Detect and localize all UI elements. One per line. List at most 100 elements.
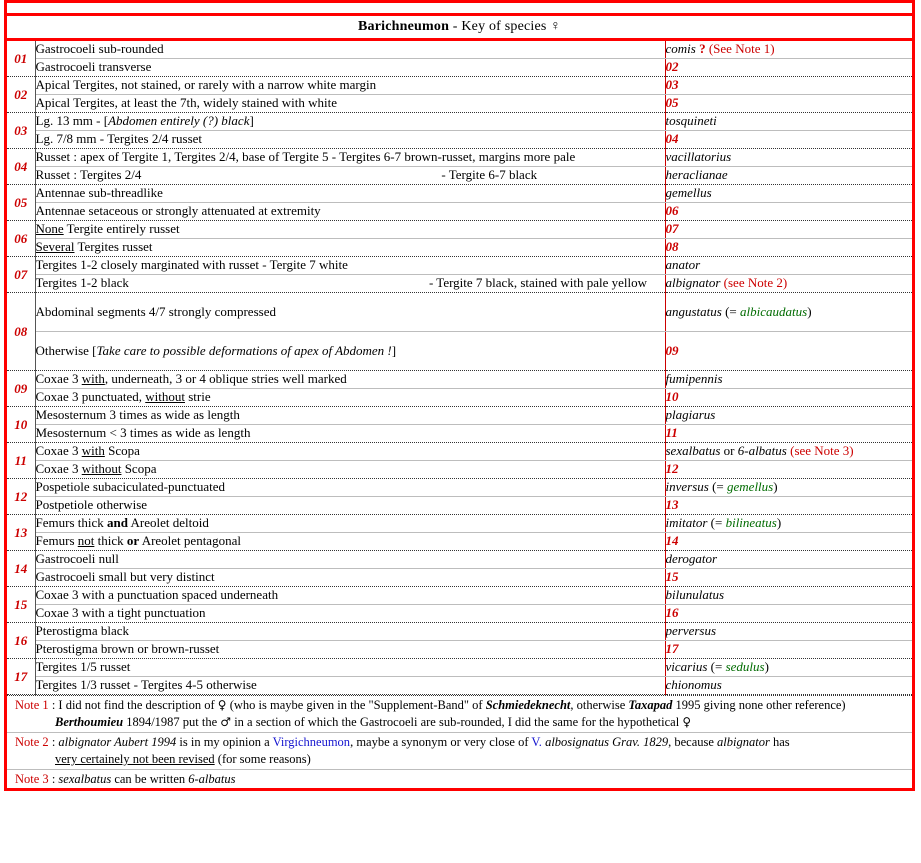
lead-remark: Take care to possible deformations of ap… [96,342,392,358]
couplet-row: 11 Coxae 3 with Scopa sexalbatus or 6-alba… [7,442,912,479]
couplet-species: chionomus [665,676,912,695]
couplet-lead: Tergites 1/3 russet - Tergites 4-5 other… [35,676,666,695]
lead-emphasis: without [81,461,122,477]
couplet-row: 07 Tergites 1-2 closely marginated with r… [7,256,912,293]
note-2: Note 2 : albignator Aubert 1994 is in my… [7,732,912,770]
lead-emphasis: with [81,371,105,387]
couplet-lead: Mesosternum 3 times as wide as length [35,406,666,425]
couplet-number: 05 [7,184,36,221]
couplet-row: Several Tergites russet 08 [7,238,912,257]
couplet-lead: Femurs thick and Areolet deltoid [35,514,666,533]
notes-table: Note 1 : I did not find the description … [7,695,912,788]
couplet-lead: Femurs not thick or Areolet pentagonal [35,532,666,551]
species-name: fumipennis [665,371,723,387]
synonym-close: ) [807,303,812,319]
top-spacer-row [5,1,914,15]
title-subtitle: - Key of species ♀ [449,19,561,34]
note-row-3: Note 3 : sexalbatus can be written 6-alb… [7,769,912,788]
couplet-row: 09 Coxae 3 with, underneath, 3 or 4 obliq… [7,370,912,407]
note-2-text-b: is in my opinion a [176,734,273,749]
note-2-taxon: albignator Aubert 1994 [58,734,177,749]
male-symbol-icon: ♂ [220,714,232,729]
note-1-text-d: 1995 giving none other reference) [672,698,846,712]
goto-number: 16 [665,605,679,621]
lead-emphasis: without [145,389,185,405]
species-name: gemellus [665,185,712,201]
note-reference[interactable]: (see Note 3) [790,443,854,459]
couplet-lead: Pterostigma brown or brown-russet [35,640,666,659]
note-3-taxon: sexalbatus [58,771,112,786]
couplet-number: 15 [7,586,36,623]
species-name: imitator [665,515,708,531]
couplet-row: Lg. 7/8 mm - Tergites 2/4 russet 04 [7,130,912,149]
couplet-row: Gastrocoeli small but very distinct 15 [7,568,912,587]
couplet-number: 17 [7,658,36,695]
couplet-row: 16 Pterostigma black perversus [7,622,912,659]
species-name: perversus [665,623,717,639]
couplet-row: Coxae 3 without Scopa 12 [7,460,912,479]
title-row: Barichneumon - Key of species ♀ [5,13,914,41]
couplet-lead: Abdominal segments 4/7 strongly compress… [35,292,666,332]
species-name: tosquineti [665,113,717,129]
goto-number: 05 [665,95,679,111]
couplet-number: 01 [7,41,36,77]
note-1-text-c: , otherwise [570,698,629,712]
couplet-number: 07 [7,256,36,293]
species-name: angustatus [665,303,722,319]
species-name: comis [665,41,696,57]
couplet-row: Tergites 1/3 russet - Tergites 4-5 other… [7,676,912,695]
couplet-species: angustatus (= albicaudatus) [665,292,912,332]
species-name-alt: 6-albatus [737,443,787,459]
note-1-text-e: 1894/1987 put the [123,714,221,729]
couplet-species: anator [665,256,912,275]
species-name: inversus [665,479,709,495]
couplet-lead: Russet : Tergites 2/4- Tergite 6-7 black [35,166,666,185]
couplet-lead: Lg. 13 mm - [Abdomen entirely (?) black] [35,112,666,131]
uncertain-marker: ? [699,41,706,57]
couplet-number: 04 [7,148,36,185]
goto-number: 11 [665,425,678,441]
note-2-text-d: , because [668,734,718,749]
couplet-number: 12 [7,478,36,515]
note-2-genus-link[interactable]: Virgichneumon [272,734,351,749]
species-name: vacillatorius [665,149,732,165]
page-title: Barichneumon - Key of species ♀ [5,13,914,41]
couplet-lead: Antennae sub-threadlike [35,184,666,203]
couplet-species: vicarius (= sedulus) [665,658,912,677]
synonym-open: (= [725,303,737,319]
note-1-label: Note 1 [15,698,49,712]
synonym-name: bilineatus [725,515,777,531]
couplet-row: Antennae setaceous or strongly attenuate… [7,202,912,221]
couplet-lead: Coxae 3 with a punctuation spaced undern… [35,586,666,605]
goto-number: 12 [665,461,679,477]
couplet-goto: 03 [665,76,912,95]
couplet-row: Apical Tergites, at least the 7th, widel… [7,94,912,113]
key-body-row: 01 Gastrocoeli sub-rounded comis ? (See No… [6,40,914,790]
couplet-number: 06 [7,220,36,257]
note-reference[interactable]: (See Note 1) [708,41,775,57]
note-reference[interactable]: (see Note 2) [723,275,788,291]
couplet-row: 14 Gastrocoeli null derogator [7,550,912,587]
couplet-lead: Gastrocoeli small but very distinct [35,568,666,587]
couplet-number: 02 [7,76,36,113]
note-2-species: albosignatus Grav. 1829 [541,734,669,749]
couplet-goto: 02 [665,58,912,77]
couplet-lead: Gastrocoeli sub-rounded [35,41,666,59]
couplet-row: Femurs not thick or Areolet pentagonal 14 [7,532,912,551]
couplet-lead: Postpetiole otherwise [35,496,666,515]
lead-conjunction: or [126,533,140,549]
lead-emphasis: Several [35,239,75,255]
couplet-species: perversus [665,622,912,641]
goto-number: 10 [665,389,679,405]
top-spacer-cell [5,1,914,15]
couplet-row: 17 Tergites 1/5 russet vicarius (= sedulus… [7,658,912,695]
female-symbol-icon: ♀ [217,698,227,712]
note-2-text-a: : [48,734,59,749]
synonym-close: ) [764,659,769,675]
couplet-lead: Coxae 3 with a tight punctuation [35,604,666,623]
couplet-lead: Apical Tergites, not stained, or rarely … [35,76,666,95]
note-1-author: Schmiedeknecht [485,698,571,712]
couplet-species: albignator (see Note 2) [665,274,912,293]
note-1-source: Taxapad [628,698,673,712]
